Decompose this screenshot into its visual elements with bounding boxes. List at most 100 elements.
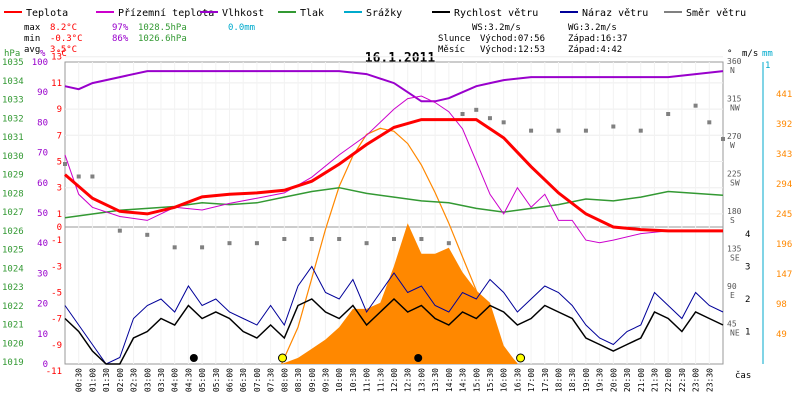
solar-area [281,223,518,364]
hpa-tick-label: 1034 [2,77,24,87]
stats-panel: max 8.2°C 97% 1028.5hPa 0.0mm min -0.3°C 86% 102… [24,23,628,55]
hpa-axis-label: hPa [4,49,20,59]
stat-moon-set: Západ:4:42 [568,45,622,55]
x-tick-label: 10:30 [349,368,358,392]
wind-tick-label: 1 [745,328,750,338]
rain-tick-label: 1 [765,61,770,71]
x-tick-label: 09:30 [321,368,330,392]
celsius-tick-label: -5 [51,289,62,299]
wind-direction-point [309,237,314,241]
celsius-tick-label: 0 [57,223,62,233]
legend-label-3: Tlak [300,8,324,19]
percent-tick-label: 10 [37,330,48,340]
wind-direction-point [487,116,492,121]
temperature-line [64,118,723,233]
hpa-tick-label: 1024 [2,264,24,274]
wind-direction-point [460,112,465,116]
percent-tick-label: 90 [37,88,48,98]
stat-max-hum: 97% [112,23,129,33]
x-tick-label: 01:30 [102,368,111,392]
humidity-line [64,70,724,103]
hpa-tick-label: 1026 [2,227,24,237]
hpa-tick-label: 1023 [2,283,24,293]
legend-label-2: Vlhkost [222,8,264,19]
x-tick-label: 12:30 [404,368,413,392]
direction-name-label: S [730,216,735,225]
wind-direction-point [707,120,712,125]
hpa-tick-label: 1022 [2,302,24,312]
sunrise-marker [278,353,288,363]
wind-direction-point [474,107,479,112]
stat-max-press: 1028.5hPa [138,23,187,33]
percent-tick-label: 50 [37,209,48,219]
wind-tick-label: 4 [745,230,750,240]
celsius-tick-label: -9 [51,341,62,351]
solar-tick-label: 441 [776,90,792,100]
hpa-tick-label: 1025 [2,246,24,256]
stat-sun-set: Západ:16:37 [568,34,628,44]
percent-tick-label: 70 [37,149,48,159]
legend-label-4: Srážky [366,7,402,19]
x-tick-label: 05:30 [212,368,221,392]
percent-tick-label: 100 [32,58,48,68]
celsius-axis-label: °C [56,49,67,59]
wind-direction-point [227,241,232,246]
x-tick-label: 21:00 [637,368,646,392]
solar-tick-label: 343 [776,150,792,160]
x-tick-label: 11:00 [363,368,372,392]
legend-label-7: Směr větru [686,7,746,19]
x-tick-label: 17:30 [541,368,550,392]
wind-direction-point [501,120,506,125]
wind-direction-point [638,128,643,133]
celsius-tick-label: -1 [51,236,62,246]
direction-name-label: SW [730,179,740,188]
x-tick-label: 03:30 [157,368,166,392]
x-tick-label: 07:00 [253,368,262,392]
axes: 1035103410331032103110301029102810271026… [2,49,792,392]
stat-moon-rise: Východ:12:53 [480,45,545,55]
direction-tick-label: 225 [727,170,742,179]
celsius-tick-label: 9 [57,105,62,115]
wind-tick-label: 3 [745,263,750,273]
x-tick-label: 19:00 [582,368,591,392]
wind-direction-point [282,237,287,241]
wind-direction-point [337,237,342,241]
celsius-tick-label: 11 [51,79,62,89]
moonrise-marker [414,354,423,362]
hpa-tick-label: 1028 [2,189,24,199]
x-tick-label: 07:30 [267,368,276,392]
wind-direction-point [172,245,177,250]
wind-direction-point [693,103,698,108]
direction-axis-label: ° [727,49,732,59]
wind-direction-point [392,237,396,241]
wind-direction-point [117,228,122,233]
direction-name-label: W [730,141,735,150]
x-tick-label: 04:00 [171,368,180,392]
wind-direction-point [721,137,725,141]
x-tick-label: 09:00 [308,368,317,392]
direction-name-label: NW [730,104,740,113]
stat-ws: WS:3.2m/s [472,23,521,33]
legend-label-6: Náraz větru [582,7,648,19]
solar-tick-label: 98 [776,300,787,310]
ground-temperature-line [64,95,723,244]
hpa-tick-label: 1027 [2,208,24,218]
plot-area [63,56,725,365]
hpa-tick-label: 1033 [2,96,24,106]
stat-avg-temp: 3.5°C [50,45,77,55]
x-tick-label: 15:00 [472,368,481,392]
wind-direction-point [254,241,259,246]
stat-max-label: max [24,23,41,33]
x-tick-label: 14:30 [459,368,468,392]
x-tick-label: 03:00 [143,368,152,392]
x-tick-label: 18:30 [568,368,577,392]
percent-tick-label: 60 [37,179,48,189]
hpa-tick-label: 1031 [2,133,24,143]
x-tick-label: 02:00 [116,368,125,392]
celsius-tick-label: 7 [57,131,62,141]
wind-direction-point [583,128,588,133]
x-tick-label: 20:30 [623,368,632,392]
x-tick-label: 11:30 [376,368,385,392]
percent-tick-label: 30 [37,269,48,279]
